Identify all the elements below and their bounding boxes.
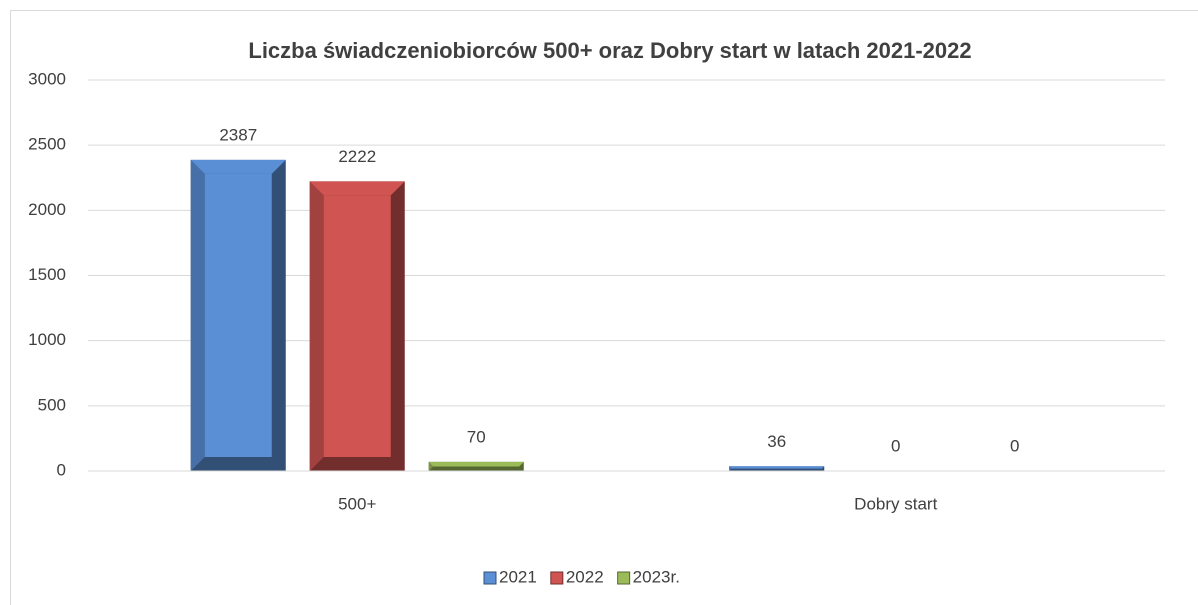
data-label: 0 — [891, 436, 900, 455]
x-tick-label: 500+ — [338, 494, 376, 513]
bar-bevel-left — [309, 181, 324, 471]
y-tick-label: 1000 — [28, 330, 66, 349]
data-label: 36 — [767, 432, 786, 451]
legend-label: 2021 — [499, 567, 537, 586]
bar-face — [204, 173, 272, 457]
y-tick-label: 3000 — [28, 69, 66, 88]
bar-bevel-top — [309, 181, 405, 196]
chart-title: Liczba świadczeniobiorców 500+ oraz Dobr… — [248, 38, 971, 63]
bar-face — [323, 195, 391, 457]
legend-label: 2023r. — [633, 567, 680, 586]
bar-bevel-left — [428, 461, 434, 471]
data-label: 2222 — [338, 147, 376, 166]
y-tick-label: 500 — [38, 395, 66, 414]
data-label: 70 — [467, 427, 486, 446]
x-tick-label: Dobry start — [854, 494, 937, 513]
y-tick-label: 0 — [57, 460, 66, 479]
bar — [428, 461, 524, 471]
y-tick-label: 2500 — [28, 135, 66, 154]
y-tick-label: 1500 — [28, 265, 66, 284]
legend-swatch — [483, 571, 497, 585]
data-label: 2387 — [219, 125, 257, 144]
chart-border — [10, 10, 1198, 605]
legend-swatch — [550, 571, 564, 585]
bar-bevel-left — [729, 466, 732, 471]
bar-bevel-top — [428, 461, 524, 467]
legend-label: 2022 — [566, 567, 604, 586]
bar-bevel-left — [190, 159, 205, 471]
bar-bevel-top — [190, 159, 286, 174]
y-tick-label: 2000 — [28, 200, 66, 219]
legend-swatch — [617, 571, 631, 585]
bar-bevel-top — [729, 466, 825, 469]
data-label: 0 — [1010, 436, 1019, 455]
